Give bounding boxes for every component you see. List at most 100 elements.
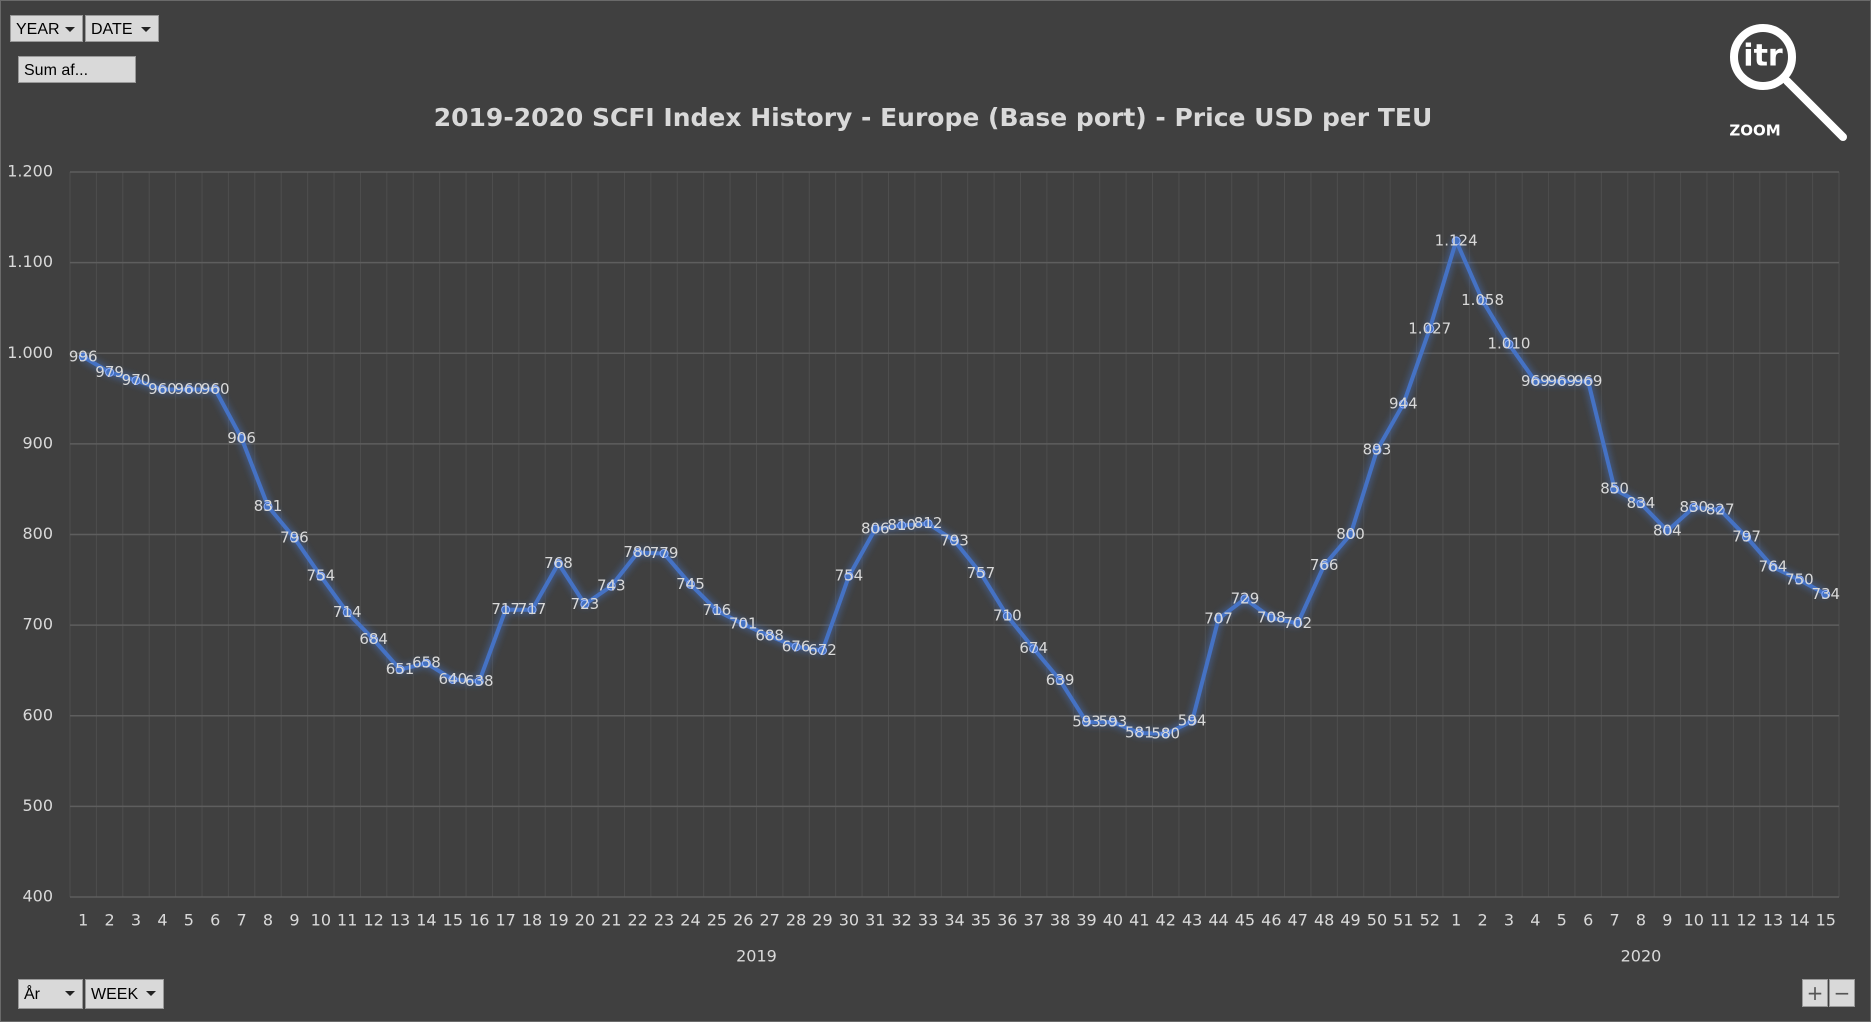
data-label: 812 (914, 514, 943, 532)
data-label: 754 (835, 567, 864, 585)
y-tick-label: 1.000 (7, 343, 53, 362)
data-label: 1.010 (1487, 335, 1530, 353)
y-tick-label: 900 (22, 433, 53, 452)
week-axis-filter[interactable]: WEEK (85, 979, 164, 1009)
x-group-label: 2019 (736, 947, 777, 966)
x-tick-label: 27 (759, 911, 779, 930)
data-label: 1.058 (1461, 291, 1504, 309)
data-point (1583, 376, 1593, 386)
x-tick-label: 32 (892, 911, 912, 930)
data-label: 672 (808, 641, 837, 659)
data-label: 834 (1627, 494, 1656, 512)
x-tick-label: 44 (1208, 911, 1228, 930)
data-point (421, 658, 431, 668)
data-label: 969 (1547, 372, 1576, 390)
data-label: 594 (1178, 712, 1207, 730)
data-point (527, 605, 537, 615)
x-tick-label: 19 (548, 911, 568, 930)
data-label: 766 (1310, 556, 1339, 574)
x-tick-label: 37 (1024, 911, 1044, 930)
x-tick-label: 13 (390, 911, 410, 930)
x-tick-label: 49 (1340, 911, 1360, 930)
data-point (1187, 716, 1197, 726)
x-tick-label: 20 (575, 911, 595, 930)
data-point (210, 385, 220, 394)
x-tick-label: 9 (289, 911, 299, 930)
filter-label: YEAR (16, 21, 60, 38)
data-point (1398, 399, 1408, 409)
data-label: 754 (307, 567, 336, 585)
x-tick-label: 2 (1477, 911, 1487, 930)
data-label: 676 (782, 637, 811, 655)
data-point (316, 571, 326, 581)
data-label: 806 (861, 520, 890, 538)
data-point (553, 559, 563, 568)
date-filter[interactable]: DATE (85, 15, 159, 42)
x-tick-label: 8 (263, 911, 273, 930)
data-point (105, 367, 115, 377)
data-point (1504, 339, 1514, 349)
x-tick-label: 14 (1789, 911, 1809, 930)
data-point (501, 605, 511, 615)
x-tick-label: 7 (1609, 911, 1619, 930)
x-tick-label: 41 (1129, 911, 1149, 930)
data-label: 944 (1389, 395, 1418, 413)
data-point (1319, 560, 1329, 570)
data-point (870, 524, 880, 534)
x-tick-label: 46 (1261, 911, 1281, 930)
x-tick-label: 7 (237, 911, 247, 930)
x-group-label: 2020 (1621, 947, 1662, 966)
data-label: 757 (967, 564, 996, 582)
data-point (1029, 644, 1039, 654)
y-tick-label: 1.100 (7, 252, 53, 271)
x-tick-label: 39 (1076, 911, 1096, 930)
y-tick-label: 800 (22, 524, 53, 543)
data-label: 684 (359, 630, 388, 648)
x-tick-label: 1 (78, 911, 88, 930)
data-point (659, 549, 669, 559)
value-field-button[interactable]: Sum af... (18, 56, 136, 83)
year-filter[interactable]: YEAR (10, 15, 83, 42)
y-tick-label: 1.200 (7, 162, 53, 181)
expand-button[interactable]: + (1802, 979, 1828, 1007)
data-label: 702 (1283, 614, 1312, 632)
x-tick-label: 52 (1420, 911, 1440, 930)
x-tick-label: 8 (1636, 911, 1646, 930)
data-label: 793 (940, 531, 969, 549)
data-label: 710 (993, 607, 1022, 625)
x-tick-label: 4 (1530, 911, 1540, 930)
data-label: 804 (1653, 521, 1682, 539)
x-tick-label: 15 (1816, 911, 1836, 930)
data-label: 764 (1759, 558, 1788, 576)
data-point (897, 520, 907, 530)
x-tick-label: 1 (1451, 911, 1461, 930)
data-point (1214, 614, 1224, 624)
data-label: 768 (544, 554, 573, 572)
x-tick-label: 11 (337, 911, 357, 930)
data-point (1478, 296, 1488, 306)
data-label: 1.124 (1435, 231, 1478, 249)
data-label: 581 (1125, 723, 1154, 741)
data-point (289, 533, 299, 543)
x-tick-label: 45 (1235, 911, 1255, 930)
logo-handle (1783, 77, 1847, 141)
data-point (157, 385, 167, 394)
data-point (184, 385, 194, 394)
data-label: 743 (597, 577, 626, 595)
data-point (1557, 376, 1567, 386)
x-tick-label: 6 (210, 911, 220, 930)
year-axis-filter[interactable]: År (18, 979, 83, 1009)
data-label: 969 (1521, 372, 1550, 390)
x-tick-label: 28 (786, 911, 806, 930)
data-point (844, 571, 854, 581)
zoom-logo[interactable]: itr ZOOM (1723, 19, 1853, 149)
data-label: 658 (412, 654, 441, 672)
data-point (950, 536, 959, 546)
x-tick-label: 35 (971, 911, 991, 930)
data-label: 714 (333, 603, 362, 621)
data-point (1768, 562, 1778, 572)
data-label: 796 (280, 529, 309, 547)
collapse-button[interactable]: − (1829, 979, 1855, 1007)
x-tick-label: 12 (1736, 911, 1756, 930)
data-label: 729 (1231, 589, 1260, 607)
